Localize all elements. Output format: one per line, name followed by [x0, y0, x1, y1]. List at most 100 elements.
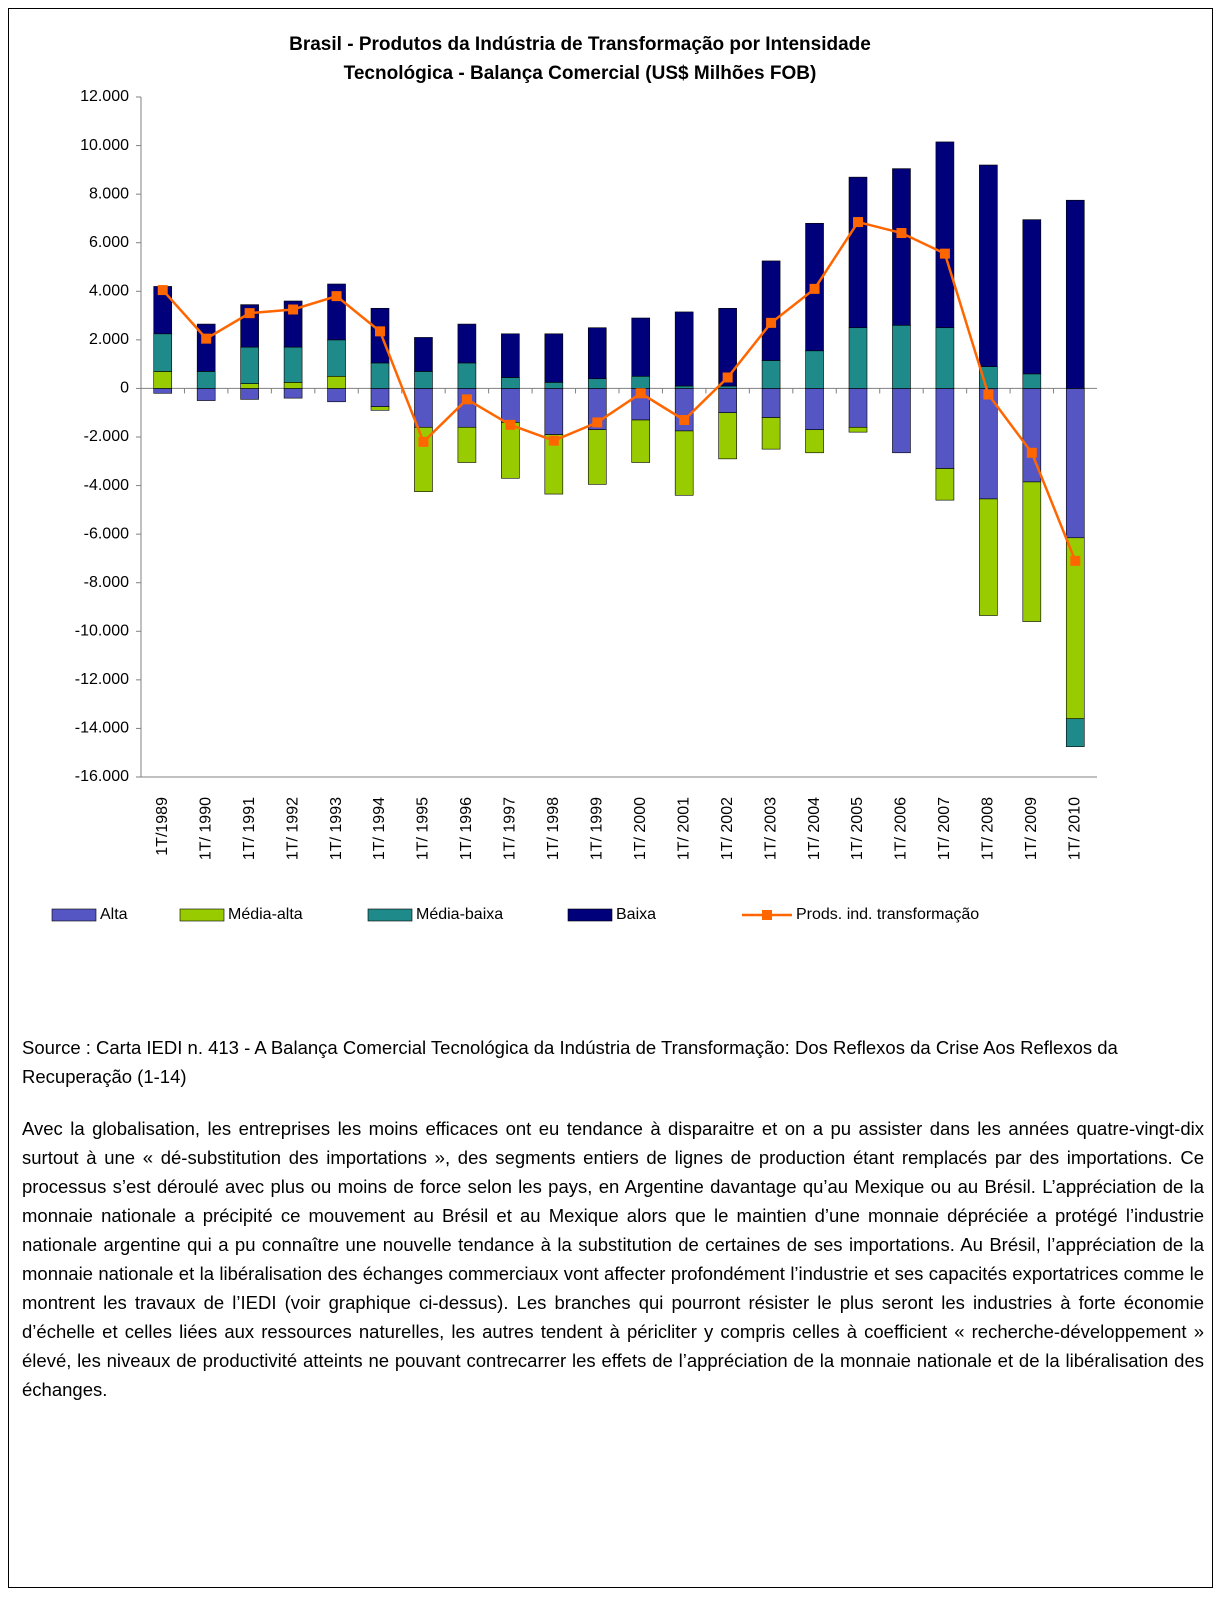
x-tick-label: 1T/ 2008 — [980, 797, 997, 860]
x-tick-label: 1T/ 2003 — [762, 797, 779, 860]
legend-label: Baixa — [616, 906, 656, 923]
bar — [196, 388, 216, 401]
bar — [1022, 219, 1042, 375]
bar — [761, 388, 781, 418]
y-tick-label: -4.000 — [84, 477, 129, 494]
bar — [414, 388, 433, 428]
bar — [501, 388, 520, 423]
x-tick-label: 1T/ 1997 — [502, 797, 519, 860]
bar — [327, 388, 346, 403]
legend-label: Alta — [100, 906, 128, 923]
line-marker — [505, 419, 516, 430]
x-tick-label: 1T/ 1993 — [328, 797, 345, 860]
line-marker — [809, 283, 820, 294]
bar — [457, 323, 477, 364]
chart: Brasil - Produtos da Indústria de Transf… — [51, 34, 1097, 923]
line-marker — [722, 372, 733, 383]
x-tick-label: 1T/1989 — [154, 797, 171, 856]
bar — [1022, 373, 1042, 389]
legend-label: Prods. ind. transformação — [796, 906, 979, 923]
bar — [544, 434, 564, 495]
bar — [544, 388, 564, 435]
bar — [805, 388, 824, 431]
bar — [848, 176, 868, 329]
line-marker — [375, 326, 385, 337]
line-marker — [201, 333, 212, 344]
bar — [544, 333, 564, 383]
bar — [761, 417, 781, 450]
bar — [327, 375, 346, 389]
line-marker — [157, 285, 168, 296]
y-tick-label: 10.000 — [80, 137, 129, 154]
bar — [892, 324, 911, 389]
chart-title: Brasil - Produtos da Indústria de Transf… — [289, 34, 871, 55]
x-tick-label: 1T/ 1991 — [241, 797, 258, 860]
line-marker — [331, 291, 342, 302]
bar — [153, 388, 173, 394]
bar — [587, 429, 607, 485]
bar — [196, 371, 216, 389]
x-tick-label: 1T/ 2006 — [893, 797, 910, 860]
bar — [718, 412, 737, 460]
bar — [1065, 718, 1085, 747]
y-tick-label: 4.000 — [89, 283, 129, 300]
y-tick-label: 12.000 — [80, 88, 129, 105]
x-tick-label: 1T/ 1999 — [588, 797, 605, 860]
line-marker — [983, 389, 994, 400]
y-tick-label: 6.000 — [89, 234, 129, 251]
legend-marker — [762, 910, 772, 920]
bar — [414, 337, 433, 372]
x-tick-label: 1T/ 2004 — [806, 797, 823, 860]
x-tick-label: 1T/ 2002 — [719, 797, 736, 860]
line — [161, 220, 1077, 562]
bar — [718, 385, 737, 389]
bar — [370, 388, 390, 407]
bar — [892, 168, 911, 326]
x-tick-label: 1T/ 2000 — [632, 797, 649, 860]
x-tick-label: 1T/ 2007 — [936, 797, 953, 860]
bar — [501, 333, 520, 378]
bar — [718, 307, 737, 387]
x-tick-label: 1T/ 1990 — [197, 797, 214, 860]
y-tick-label: -2.000 — [84, 428, 129, 445]
line-marker — [766, 317, 777, 328]
bar — [674, 430, 694, 496]
bar — [240, 383, 259, 389]
y-tick-label: -8.000 — [84, 574, 129, 591]
line-marker — [461, 394, 472, 405]
bar — [283, 346, 303, 383]
bar — [587, 378, 607, 389]
bar — [457, 426, 477, 463]
bar — [327, 339, 346, 377]
bar — [414, 371, 433, 389]
bar — [631, 375, 651, 389]
y-tick-label: -6.000 — [84, 525, 129, 542]
bar — [631, 419, 651, 463]
x-tick-label: 1T/ 1995 — [415, 797, 432, 860]
legend-swatch — [51, 908, 97, 922]
source: Source : Carta IEDI n. 413 - A Balança C… — [22, 1037, 1118, 1087]
bar — [935, 141, 955, 329]
bar — [848, 327, 868, 389]
bar — [240, 388, 259, 400]
bar — [544, 382, 564, 389]
bar — [457, 362, 477, 389]
legend-swatch — [367, 908, 413, 922]
bar — [1022, 481, 1042, 622]
bar — [370, 362, 390, 389]
y-tick-label: -16.000 — [75, 768, 129, 785]
paragraph: Avec la globalisation, les entreprises l… — [22, 1118, 1204, 1400]
bar — [153, 333, 173, 372]
line-marker — [288, 304, 299, 315]
x-tick-label: 1T/ 2001 — [675, 797, 692, 860]
y-tick-label: 8.000 — [89, 185, 129, 202]
bar — [848, 426, 868, 433]
bar — [1065, 388, 1085, 539]
bar — [283, 382, 303, 389]
bar — [718, 388, 737, 414]
x-tick-label: 1T/ 1994 — [371, 797, 388, 860]
y-tick-label: -10.000 — [75, 623, 129, 640]
bar — [240, 346, 259, 384]
chart-subtitle: Tecnológica - Balança Comercial (US$ Mil… — [344, 63, 817, 84]
